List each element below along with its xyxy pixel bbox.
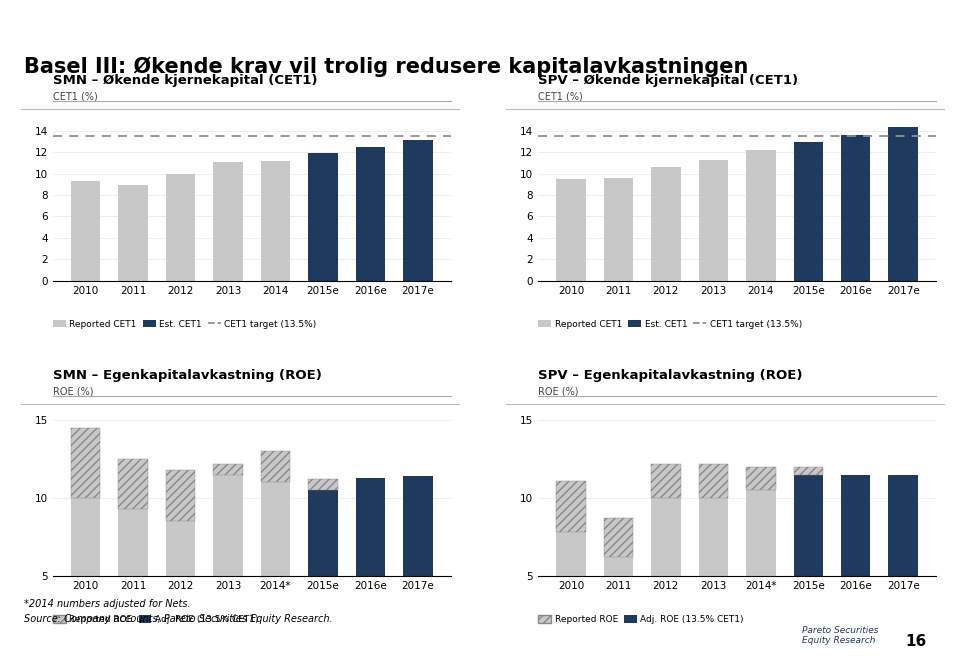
- Legend: Reported ROE, Adj. ROE (13.5% CET1): Reported ROE, Adj. ROE (13.5% CET1): [49, 611, 262, 628]
- Bar: [556, 532, 586, 654]
- Bar: [213, 475, 243, 654]
- Bar: [651, 463, 681, 498]
- Bar: [746, 467, 776, 490]
- Text: SMN – Egenkapitalavkastning (ROE): SMN – Egenkapitalavkastning (ROE): [53, 369, 322, 383]
- Bar: [604, 557, 634, 654]
- Bar: [355, 478, 385, 654]
- Bar: [213, 162, 243, 281]
- Bar: [308, 490, 338, 654]
- Bar: [71, 498, 100, 654]
- Bar: [651, 498, 681, 654]
- Text: ROE (%): ROE (%): [53, 387, 93, 397]
- Bar: [166, 470, 195, 522]
- Bar: [794, 467, 823, 475]
- Bar: [71, 428, 100, 498]
- Bar: [794, 142, 823, 281]
- Bar: [118, 185, 148, 281]
- Bar: [308, 153, 338, 281]
- Bar: [651, 167, 681, 281]
- Bar: [794, 475, 823, 654]
- Text: *2014 numbers adjusted for Nets.: *2014 numbers adjusted for Nets.: [24, 599, 191, 609]
- Legend: Reported ROE, Adj. ROE (13.5% CET1): Reported ROE, Adj. ROE (13.5% CET1): [535, 611, 748, 628]
- Bar: [889, 128, 918, 281]
- Bar: [841, 135, 871, 281]
- Text: 16: 16: [905, 634, 926, 649]
- Bar: [604, 178, 634, 281]
- Bar: [308, 479, 338, 490]
- Bar: [118, 459, 148, 509]
- Bar: [213, 463, 243, 475]
- Text: SPV – Økende kjernekapital (CET1): SPV – Økende kjernekapital (CET1): [539, 74, 799, 87]
- Text: SPV – Egenkapitalavkastning (ROE): SPV – Egenkapitalavkastning (ROE): [539, 369, 803, 383]
- Bar: [889, 475, 918, 654]
- Bar: [556, 481, 586, 532]
- Bar: [403, 140, 433, 281]
- Bar: [746, 490, 776, 654]
- Text: Basel III: Økende krav vil trolig redusere kapitalavkastningen: Basel III: Økende krav vil trolig reduse…: [24, 56, 749, 77]
- Legend: Reported CET1, Est. CET1, CET1 target (13.5%): Reported CET1, Est. CET1, CET1 target (1…: [535, 316, 805, 332]
- Text: Pareto Securities
Equity Research: Pareto Securities Equity Research: [802, 626, 878, 645]
- Bar: [355, 147, 385, 281]
- Bar: [261, 451, 290, 483]
- Bar: [699, 498, 728, 654]
- Legend: Reported CET1, Est. CET1, CET1 target (13.5%): Reported CET1, Est. CET1, CET1 target (1…: [49, 316, 321, 332]
- Bar: [166, 522, 195, 654]
- Bar: [118, 509, 148, 654]
- Bar: [604, 518, 634, 557]
- Text: CET1 (%): CET1 (%): [539, 91, 583, 101]
- Bar: [166, 173, 195, 281]
- Text: ROE (%): ROE (%): [539, 387, 579, 397]
- Bar: [261, 161, 290, 281]
- Bar: [556, 179, 586, 281]
- Bar: [403, 476, 433, 654]
- Bar: [699, 463, 728, 498]
- Bar: [746, 150, 776, 281]
- Text: CET1 (%): CET1 (%): [53, 91, 98, 101]
- Bar: [841, 475, 871, 654]
- Bar: [71, 181, 100, 281]
- Text: SMN – Økende kjernekapital (CET1): SMN – Økende kjernekapital (CET1): [53, 74, 318, 87]
- Bar: [261, 483, 290, 654]
- Bar: [699, 160, 728, 281]
- Text: Source: Company accounts, Pareto Securities Equity Research.: Source: Company accounts, Pareto Securit…: [24, 614, 332, 624]
